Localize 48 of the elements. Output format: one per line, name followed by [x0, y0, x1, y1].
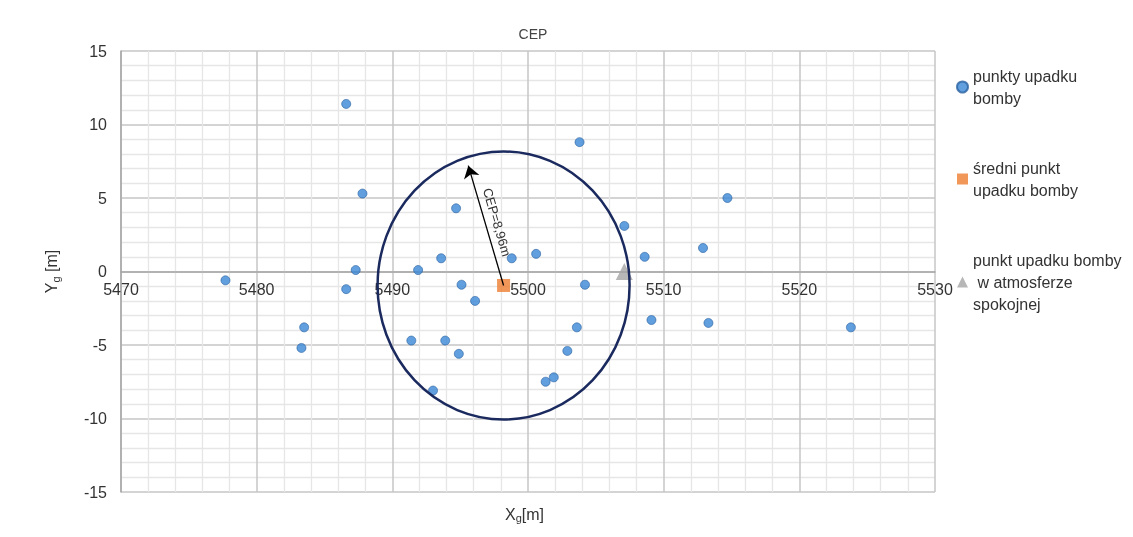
point: [341, 284, 352, 295]
x-tick-label: 5510: [645, 281, 682, 298]
chart-title: CEP: [518, 26, 548, 42]
y-tick-label: -10: [83, 410, 108, 427]
x-tick-label: 5470: [103, 281, 139, 298]
point: [456, 279, 467, 290]
point: [357, 188, 368, 199]
x-tick-label: 5480: [238, 281, 275, 298]
point: [436, 253, 447, 264]
y-tick-label: -15: [83, 483, 108, 501]
point: [220, 275, 231, 286]
legend-label: średni punkt upadku bomby: [973, 159, 1078, 199]
x-tick-label: 5530: [917, 281, 953, 298]
point: [562, 345, 573, 356]
y-tick-label: -5: [92, 336, 108, 354]
point: [531, 248, 542, 259]
point: [413, 265, 424, 275]
y-tick-label: 0: [98, 263, 108, 280]
point: [428, 385, 438, 396]
point: [540, 376, 551, 387]
point: [574, 137, 585, 148]
point: [470, 296, 480, 306]
point: [296, 343, 307, 353]
y-tick-label: 5: [98, 189, 108, 207]
point: [451, 203, 461, 214]
point: [703, 318, 714, 328]
legend-label: punkt upadku bomby w atmosferze spokojnej: [973, 251, 1122, 313]
legend-label: punkty upadku bomby: [973, 67, 1082, 107]
point: [548, 372, 559, 383]
point: [846, 322, 856, 333]
point: [341, 99, 352, 109]
point: [580, 279, 590, 290]
x-tick-label: 5520: [781, 281, 818, 298]
point: [440, 335, 451, 346]
y-tick-label: 15: [89, 42, 108, 60]
x-tick-label: 5500: [510, 281, 546, 298]
point: [722, 193, 733, 203]
point: [646, 315, 657, 325]
point: [698, 243, 708, 253]
point: [299, 322, 310, 333]
point: [571, 322, 582, 333]
point: [453, 348, 464, 359]
point: [406, 335, 417, 346]
y-tick-label: 10: [89, 116, 108, 133]
y-axis-title: Yg [m]: [43, 249, 62, 294]
point: [350, 265, 361, 275]
point: [619, 221, 630, 231]
point: [639, 251, 650, 262]
